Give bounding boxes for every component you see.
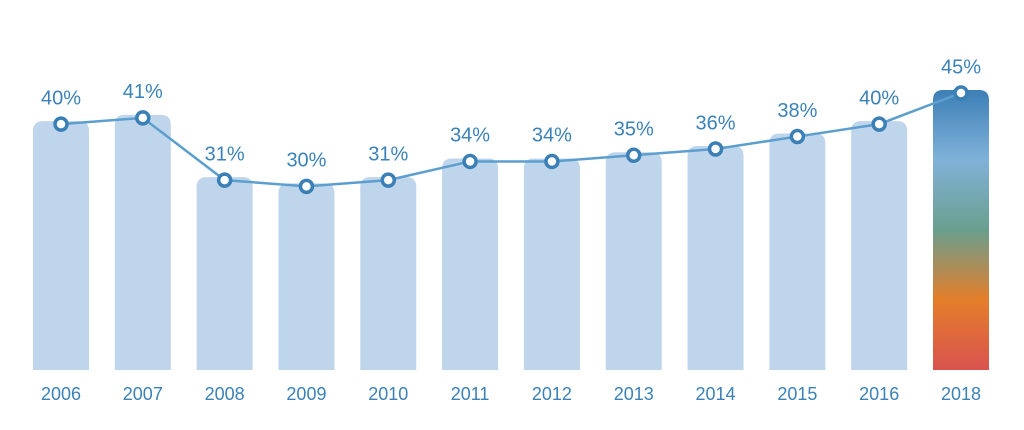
value-label: 34% [532,125,572,147]
x-tick-label: 2016 [859,384,899,404]
x-tick-label: 2014 [696,384,736,404]
x-tick-label: 2010 [368,384,408,404]
x-tick-label: 2006 [41,384,81,404]
value-label: 36% [696,112,736,134]
value-label: 34% [450,125,490,147]
bar [114,114,171,370]
x-tick-label: 2009 [286,384,326,404]
value-label: 35% [614,119,654,141]
bar [523,158,580,370]
marker [625,147,642,163]
marker [298,178,315,195]
bar [687,146,744,370]
bar [769,133,826,370]
x-tick-label: 2011 [451,384,490,404]
value-label: 40% [41,87,81,109]
bar [442,158,499,370]
value-label: 40% [859,87,899,109]
marker [53,116,69,132]
bar [851,121,908,370]
x-tick-label: 2008 [205,384,245,404]
bar [278,183,335,370]
marker [871,116,887,132]
value-label: 41% [123,81,163,103]
marker [707,141,724,157]
x-tick-label: 2007 [123,384,163,404]
line-layer [53,85,969,195]
marker [216,172,233,188]
value-label: 30% [286,150,326,172]
labels: 2006 40% 2007 41% 2008 31% 2009 30% 2010 31% 2011 3… [41,56,981,403]
x-tick-label: 2013 [614,384,654,404]
value-label: 38% [777,100,817,122]
marker [953,85,969,101]
x-tick-label: 2015 [777,384,817,404]
bars [33,90,989,370]
value-label: 45% [941,56,981,78]
line [60,91,962,188]
marker [462,153,478,170]
marker [135,110,151,126]
bar [360,177,417,370]
value-label: 31% [205,143,245,165]
bar [196,177,253,370]
value-label: 31% [368,143,408,165]
bar [605,152,662,370]
x-tick-label: 2018 [941,384,981,404]
marker [380,172,397,188]
bar [33,121,89,370]
bar [933,90,989,370]
x-tick-label: 2012 [532,384,572,404]
marker [789,128,806,145]
marker [544,153,560,170]
